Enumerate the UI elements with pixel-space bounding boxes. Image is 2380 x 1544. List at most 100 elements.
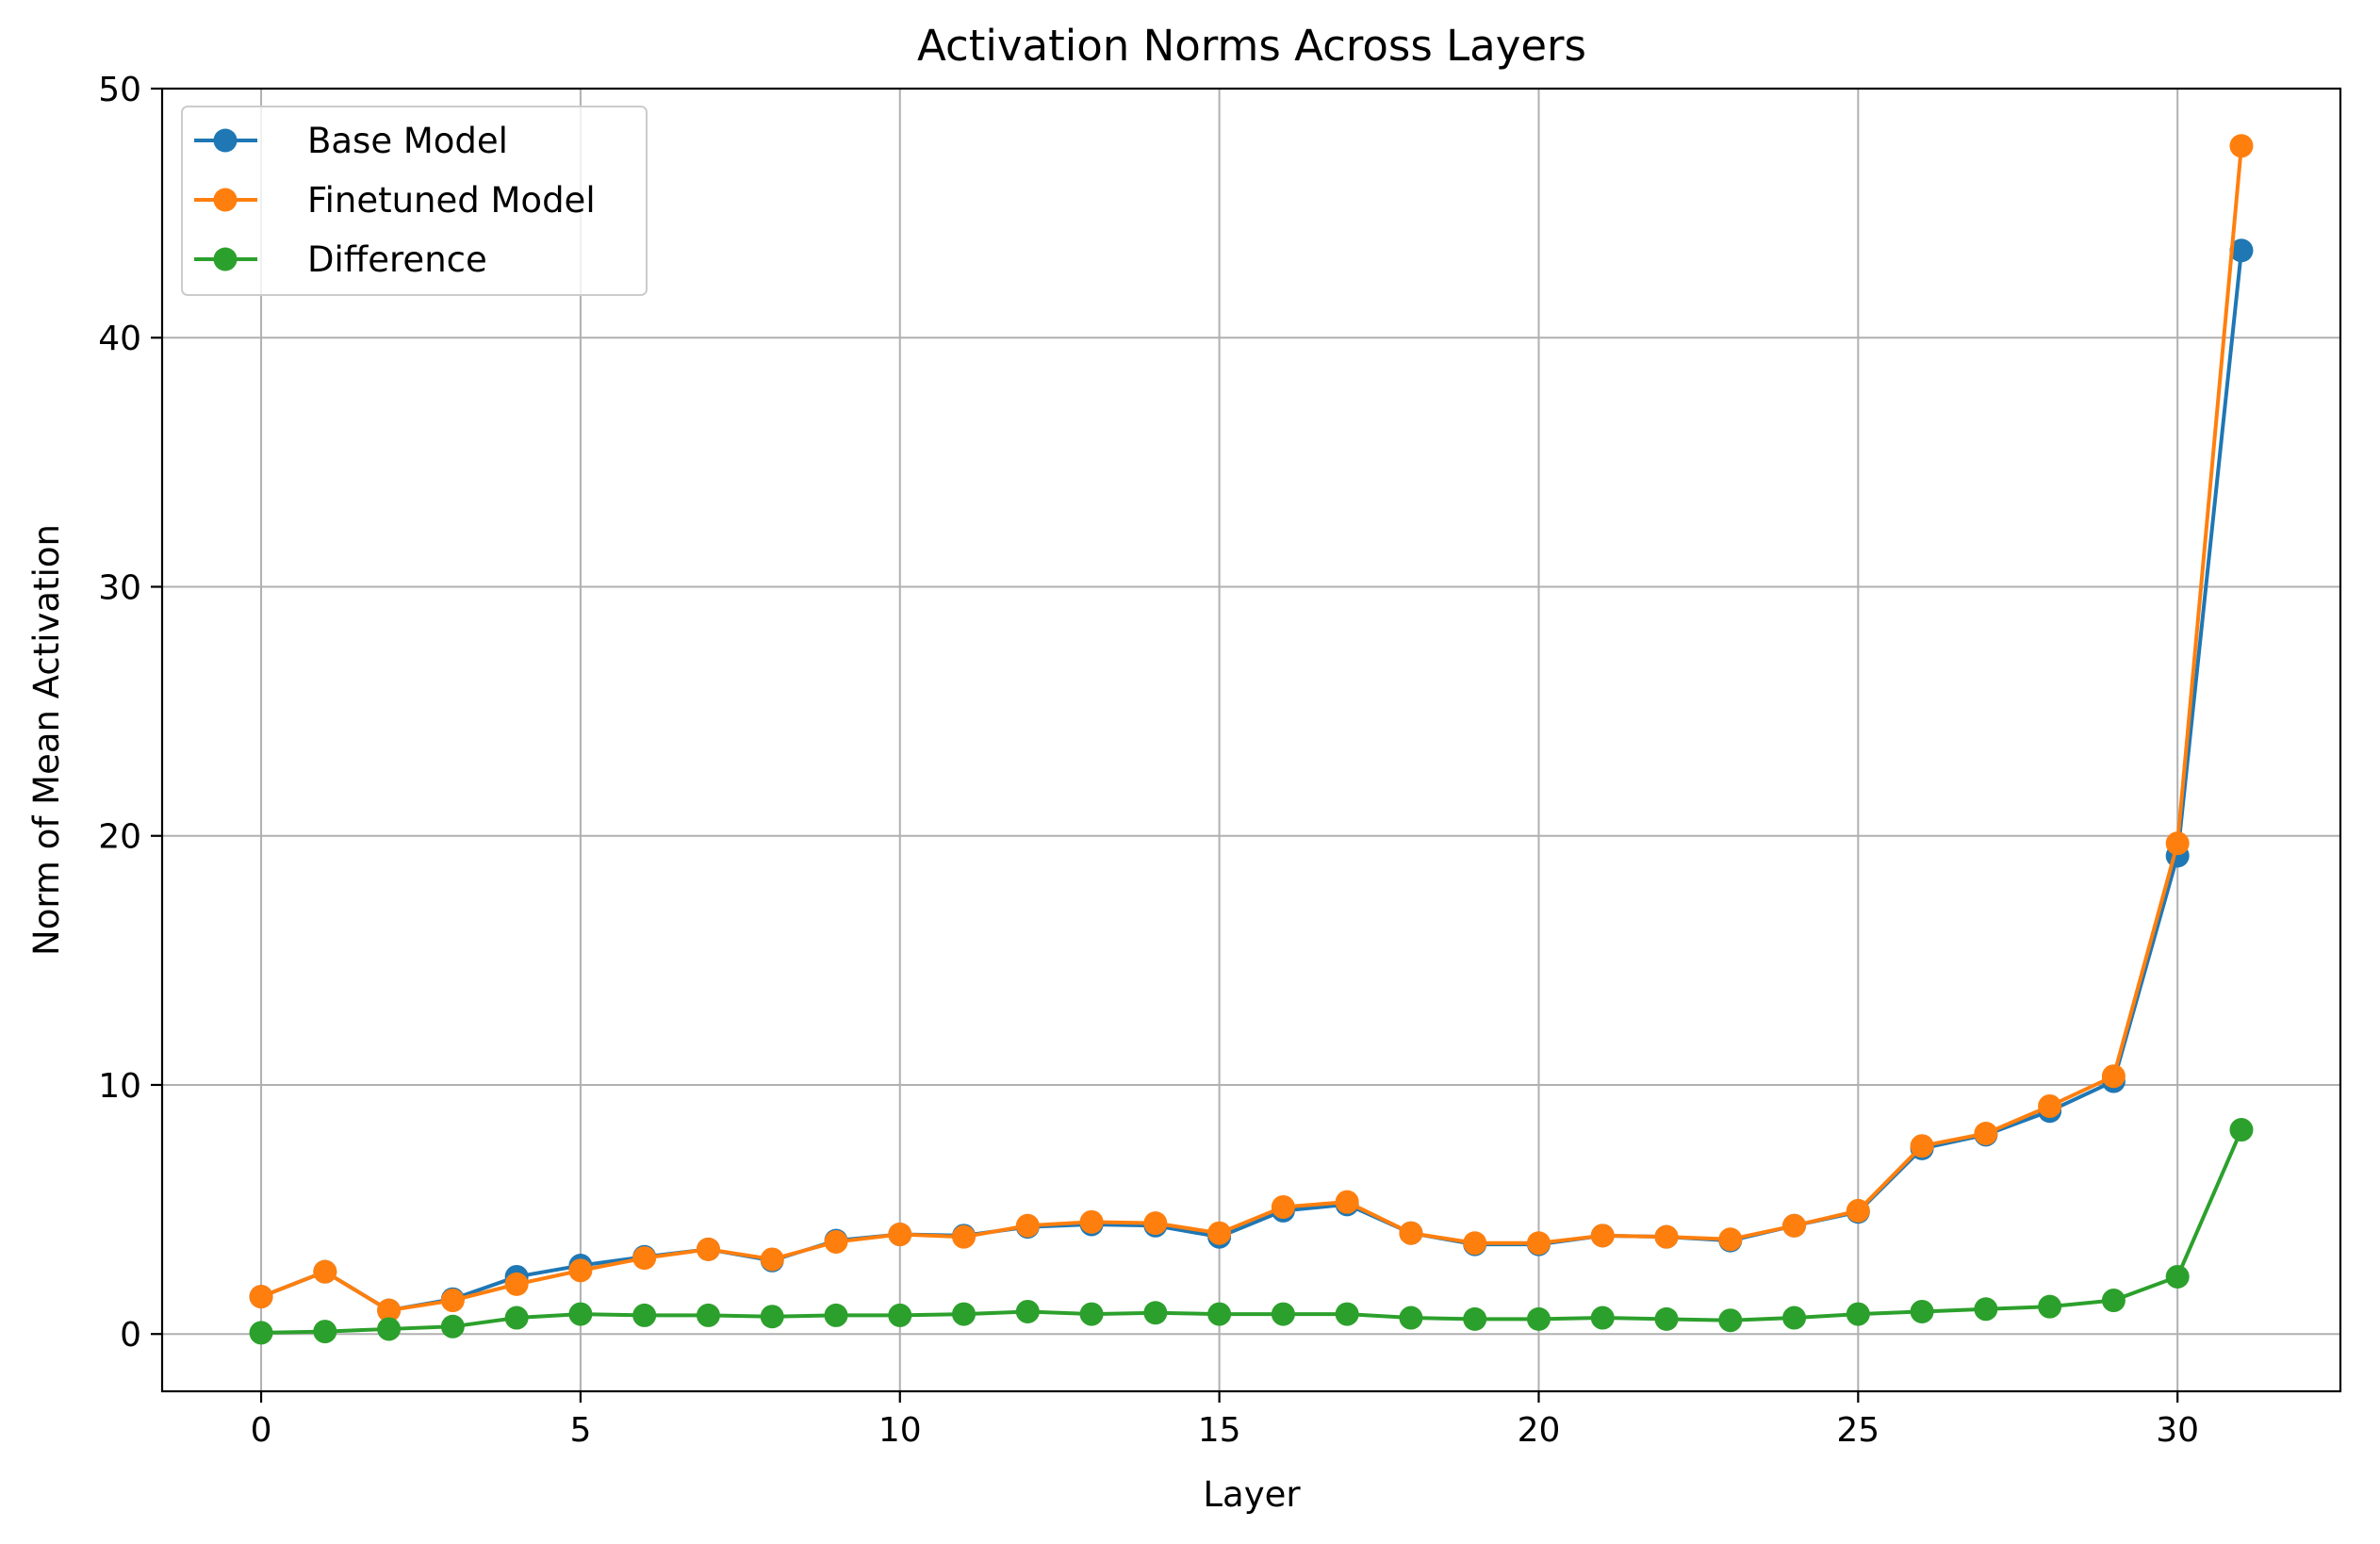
data-point-difference [952,1302,977,1326]
chart-title: Activation Norms Across Layers [917,21,1586,71]
data-point-difference [1015,1299,1040,1323]
data-point-finetuned-model [1590,1224,1615,1248]
data-point-finetuned-model [440,1289,465,1313]
series-line-finetuned-model [260,145,2243,1313]
data-point-difference [824,1303,848,1327]
data-point-difference [1335,1302,1359,1326]
data-point-difference [888,1303,912,1327]
legend-marker-finetuned-model [213,188,238,212]
x-tick-label: 10 [878,1411,922,1450]
series-finetuned-model [249,134,2254,1322]
data-point-difference [1463,1306,1487,1331]
data-point-finetuned-model [2101,1064,2126,1089]
data-point-finetuned-model [1079,1209,1104,1234]
legend-box [181,106,648,296]
series-difference [249,1118,2254,1345]
data-point-base-model [2229,238,2254,263]
axis-ticks: 0 5 10 15 20 25 30 0 10 20 30 40 50 [98,71,2199,1450]
data-point-difference [1399,1306,1423,1330]
x-tick-label: 30 [2156,1411,2199,1450]
y-tick-label: 40 [98,320,141,358]
series-line-base-model [260,250,2243,1313]
data-point-finetuned-model [1463,1231,1487,1256]
data-point-difference [1143,1301,1168,1325]
data-point-finetuned-model [1846,1198,1870,1223]
data-point-difference [1782,1306,1807,1330]
data-point-finetuned-model [2229,134,2254,158]
data-point-finetuned-model [952,1224,977,1249]
data-point-difference [760,1305,784,1329]
x-tick-label: 20 [1518,1411,1561,1450]
series-base-model [249,238,2254,1322]
data-point-finetuned-model [1335,1190,1359,1214]
data-point-finetuned-model [1526,1231,1551,1256]
data-point-difference [440,1314,465,1339]
data-point-finetuned-model [2165,831,2190,856]
y-tick-label: 20 [98,818,141,857]
data-point-difference [1910,1299,1934,1323]
data-point-finetuned-model [568,1258,593,1283]
y-tick-label: 30 [98,568,141,607]
data-point-finetuned-model [888,1223,912,1247]
legend-marker-difference [213,247,238,271]
data-point-difference [1079,1302,1104,1326]
legend-label-difference: Difference [307,239,487,280]
data-point-finetuned-model [1271,1194,1295,1219]
y-tick-label: 10 [98,1067,141,1106]
x-tick-label: 0 [251,1411,272,1450]
data-point-finetuned-model [1143,1211,1168,1236]
x-tick-label: 25 [1836,1411,1879,1450]
data-point-finetuned-model [1782,1213,1807,1238]
series-layer [249,134,2254,1345]
legend: Base Model Finetuned Model Difference [181,106,648,296]
data-point-finetuned-model [1399,1221,1423,1245]
data-point-finetuned-model [760,1247,784,1272]
data-point-finetuned-model [1910,1134,1934,1158]
data-point-finetuned-model [1718,1227,1743,1252]
data-point-difference [2229,1118,2254,1142]
data-point-finetuned-model [2038,1093,2062,1118]
data-point-difference [1526,1306,1551,1331]
data-point-finetuned-model [504,1272,529,1296]
data-point-finetuned-model [696,1237,720,1261]
data-point-difference [568,1302,593,1326]
y-tick-label: 0 [120,1316,141,1355]
y-tick-label: 50 [98,71,141,109]
data-point-difference [1974,1297,1998,1322]
plot-frame [160,87,2342,1393]
x-tick-label: 15 [1198,1411,1241,1450]
series-line-difference [261,1128,2243,1335]
data-point-difference [2038,1294,2062,1319]
data-point-difference [2101,1289,2126,1313]
legend-marker-base-model [213,128,238,153]
data-point-finetuned-model [313,1259,337,1284]
data-point-difference [1590,1306,1615,1330]
data-point-finetuned-model [1654,1224,1679,1249]
x-tick-label: 5 [569,1411,591,1450]
data-point-difference [377,1317,402,1341]
data-point-finetuned-model [1015,1213,1040,1238]
data-point-finetuned-model [824,1229,848,1254]
data-point-difference [1654,1306,1679,1331]
data-point-difference [696,1303,720,1327]
data-point-difference [2165,1264,2190,1289]
data-point-difference [632,1303,657,1327]
data-point-finetuned-model [249,1285,273,1309]
legend-label-finetuned-model: Finetuned Model [307,180,596,221]
x-axis-label: Layer [1203,1474,1301,1515]
data-point-difference [504,1306,529,1330]
data-point-difference [1271,1302,1295,1326]
data-point-finetuned-model [1974,1122,1998,1146]
data-point-difference [1718,1308,1743,1333]
data-point-finetuned-model [1207,1221,1232,1245]
data-point-difference [313,1320,337,1344]
y-axis-label: Norm of Mean Activation [26,524,67,956]
legend-label-base-model: Base Model [307,121,508,161]
data-point-difference [1846,1302,1870,1326]
data-point-finetuned-model [377,1298,402,1322]
data-point-difference [249,1321,273,1345]
data-point-difference [1207,1302,1232,1326]
data-point-finetuned-model [632,1246,657,1271]
